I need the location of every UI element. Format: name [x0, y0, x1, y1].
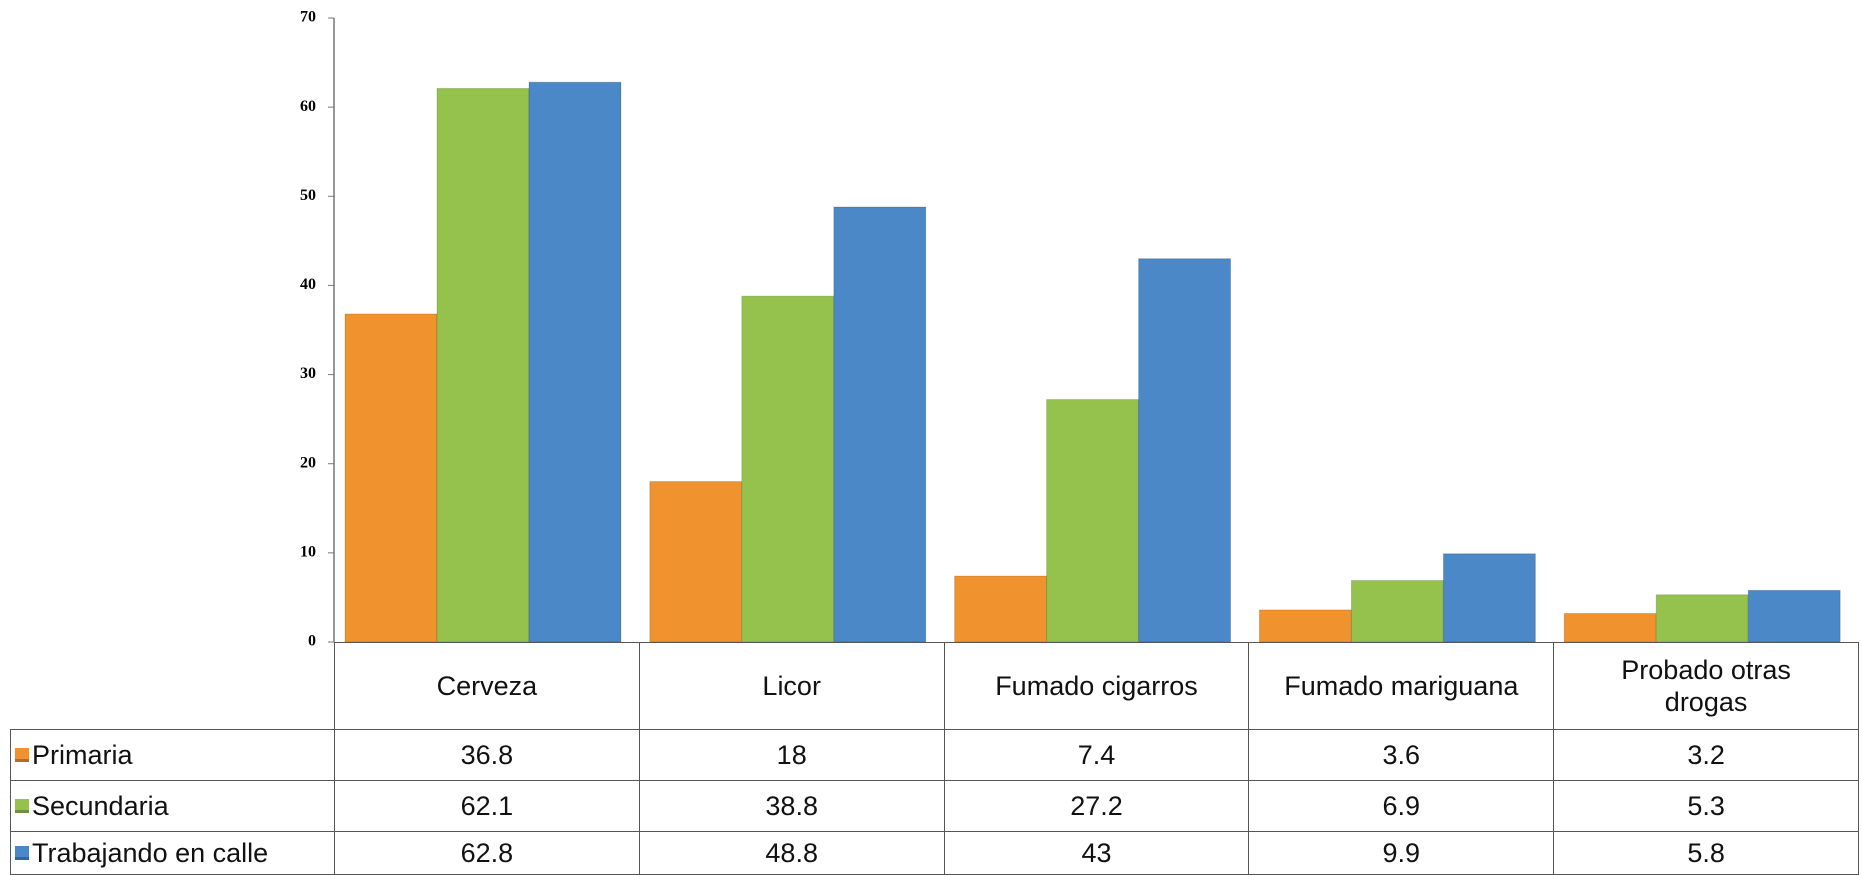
- bar: [1258, 609, 1352, 643]
- legend-entry: Trabajando en calle: [10, 831, 335, 875]
- table-value: 18: [638, 729, 945, 781]
- table-value: 9.9: [1248, 831, 1555, 875]
- bar: [1046, 399, 1140, 643]
- y-tick-label: 0: [308, 633, 316, 650]
- bar: [1350, 579, 1444, 643]
- bar: [954, 575, 1048, 643]
- bar: [1747, 589, 1841, 643]
- bar: [1563, 612, 1657, 643]
- y-tick-label: 40: [300, 276, 316, 293]
- category-header: Licor: [638, 642, 945, 730]
- category-header: Cerveza: [334, 642, 640, 730]
- legend-entry: Secundaria: [10, 780, 335, 832]
- y-tick-label: 50: [300, 187, 316, 204]
- table-value: 6.9: [1248, 780, 1555, 832]
- bar: [1655, 594, 1749, 643]
- bar: [344, 313, 438, 643]
- legend-swatch: [15, 799, 29, 813]
- table-value: 27.2: [943, 780, 1250, 832]
- table-value: 7.4: [943, 729, 1250, 781]
- table-value: 3.6: [1248, 729, 1555, 781]
- category-header: Fumado cigarros: [943, 642, 1250, 730]
- y-tick-label: 20: [300, 454, 316, 471]
- table-value: 43: [943, 831, 1250, 875]
- legend-swatch: [15, 846, 29, 860]
- table-value: 5.8: [1553, 831, 1859, 875]
- legend-label: Primaria: [32, 739, 133, 770]
- table-value: 5.3: [1553, 780, 1859, 832]
- bar: [528, 81, 622, 643]
- category-header: Probado otras drogas: [1553, 642, 1859, 730]
- legend-label: Trabajando en calle: [32, 837, 269, 868]
- bar: [1138, 258, 1232, 643]
- table-value: 62.1: [334, 780, 640, 832]
- table-value: 3.2: [1553, 729, 1859, 781]
- table-value: 48.8: [638, 831, 945, 875]
- y-tick-label: 60: [300, 98, 316, 115]
- bar: [1442, 553, 1536, 643]
- y-tick-label: 70: [300, 9, 316, 26]
- table-value: 62.8: [334, 831, 640, 875]
- bar: [649, 481, 743, 643]
- legend-entry: Primaria: [10, 729, 335, 781]
- table-value: 36.8: [334, 729, 640, 781]
- bar: [436, 87, 530, 643]
- legend-swatch: [15, 748, 29, 762]
- category-header: Fumado mariguana: [1248, 642, 1555, 730]
- bar: [833, 206, 927, 643]
- y-tick-label: 30: [300, 365, 316, 382]
- y-tick-label: 10: [300, 544, 316, 561]
- legend-label: Secundaria: [32, 790, 169, 821]
- table-value: 38.8: [638, 780, 945, 832]
- bar: [741, 295, 835, 643]
